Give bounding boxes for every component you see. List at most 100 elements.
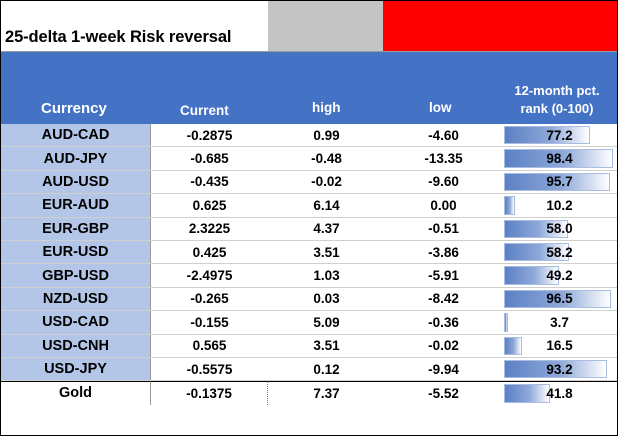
current-cell: -0.435 — [190, 174, 229, 190]
currency-cell: USD-CNH — [1, 334, 151, 357]
rank-bar — [504, 149, 614, 168]
title-red-block — [383, 1, 617, 51]
current-cell: -0.155 — [190, 314, 229, 330]
table-row: EUR-GBP 2.3225 4.37 -0.51 58.0 — [1, 217, 617, 241]
table-row: EUR-USD 0.425 3.51 -3.86 58.2 — [1, 240, 617, 265]
low-cell: -3.86 — [428, 244, 459, 260]
current-cell: -2.4975 — [186, 268, 233, 284]
low-cell: 0.00 — [430, 197, 457, 213]
rank-bar — [504, 196, 516, 215]
currency-cell: NZD-USD — [1, 287, 151, 311]
rank-cell: 98.4 — [502, 147, 617, 169]
table-row: NZD-USD -0.265 0.03 -8.42 96.5 — [1, 287, 617, 312]
table-row: USD-JPY -0.5575 0.12 -9.94 93.2 — [1, 357, 617, 382]
low-cell: -5.52 — [385, 381, 502, 404]
rank-cell: 96.5 — [502, 288, 617, 310]
header-rank: 12-month pct. rank (0-100) — [514, 83, 600, 116]
high-cell: 0.99 — [313, 127, 340, 143]
table-row: GBP-USD -2.4975 1.03 -5.91 49.2 — [1, 264, 617, 288]
currency-cell: EUR-AUD — [1, 194, 151, 217]
low-cell: -0.51 — [428, 221, 459, 237]
rank-bar — [504, 384, 551, 403]
currency-cell: USD-JPY — [1, 357, 151, 381]
rank-bar — [504, 289, 612, 309]
rank-bar — [504, 219, 569, 238]
rank-cell: 95.7 — [502, 171, 617, 193]
low-cell: -0.02 — [428, 338, 459, 354]
rank-cell: 77.2 — [502, 124, 617, 146]
low-cell: -13.35 — [424, 151, 463, 167]
table-row: AUD-CAD -0.2875 0.99 -4.60 77.2 — [1, 124, 617, 148]
currency-cell: AUD-JPY — [1, 147, 151, 170]
rank-cell: 93.2 — [502, 358, 617, 380]
rank-value: 58.2 — [546, 244, 573, 260]
high-cell: 4.37 — [313, 221, 340, 237]
high-cell: 7.37 — [268, 381, 385, 404]
rank-bar — [504, 359, 608, 379]
table-row: AUD-USD -0.435 -0.02 -9.60 95.7 — [1, 170, 617, 195]
rank-value: 95.7 — [546, 174, 573, 190]
header-currency: Currency — [41, 100, 107, 117]
high-cell: 1.03 — [313, 268, 340, 284]
currency-cell: EUR-USD — [1, 240, 151, 264]
rank-bar — [504, 313, 509, 332]
rank-cell: 16.5 — [502, 335, 617, 357]
page-title: 25-delta 1-week Risk reversal — [1, 1, 268, 51]
high-cell: 3.51 — [313, 244, 340, 260]
rank-bar — [504, 172, 611, 192]
title-row: 25-delta 1-week Risk reversal — [1, 1, 617, 51]
high-cell: -0.48 — [311, 151, 342, 167]
table-body: AUD-CAD -0.2875 0.99 -4.60 77.2 AUD-JPY -0.685… — [1, 124, 617, 405]
rank-value: 58.0 — [546, 221, 573, 237]
rank-cell: 58.2 — [502, 241, 617, 263]
rank-value: 96.5 — [546, 291, 573, 307]
rank-value: 10.2 — [546, 197, 573, 213]
current-cell: 2.3225 — [188, 221, 231, 237]
rank-value: 41.8 — [546, 385, 573, 401]
rank-value: 93.2 — [546, 361, 573, 377]
low-cell: -9.60 — [428, 174, 459, 190]
rank-value: 3.7 — [550, 314, 569, 330]
high-cell: -0.02 — [311, 174, 342, 190]
current-cell: -0.1375 — [151, 381, 268, 405]
high-cell: 3.51 — [313, 338, 340, 354]
rank-value: 49.2 — [546, 268, 573, 284]
header-low: low — [429, 100, 452, 115]
current-cell: -0.2875 — [186, 127, 233, 143]
current-cell: -0.5575 — [186, 361, 233, 377]
rank-value: 98.4 — [546, 151, 573, 167]
current-cell: 0.565 — [192, 338, 227, 354]
rank-cell: 3.7 — [502, 311, 617, 333]
header-current: Current — [180, 103, 229, 118]
rank-cell: 10.2 — [502, 194, 617, 216]
currency-cell: AUD-USD — [1, 170, 151, 194]
low-cell: -5.91 — [428, 268, 459, 284]
rank-bar — [504, 336, 523, 355]
table-row: AUD-JPY -0.685 -0.48 -13.35 98.4 — [1, 147, 617, 171]
currency-cell: EUR-GBP — [1, 217, 151, 240]
low-cell: -8.42 — [428, 291, 459, 307]
high-cell: 0.03 — [313, 291, 340, 307]
rank-value: 77.2 — [546, 127, 573, 143]
table-row: EUR-AUD 0.625 6.14 0.00 10.2 — [1, 194, 617, 218]
currency-cell: Gold — [1, 381, 151, 405]
rank-value: 16.5 — [546, 338, 573, 354]
rank-cell: 41.8 — [502, 381, 617, 404]
rank-cell: 49.2 — [502, 264, 617, 286]
table-row: USD-CNH 0.565 3.51 -0.02 16.5 — [1, 334, 617, 358]
high-cell: 6.14 — [313, 197, 340, 213]
current-cell: -0.265 — [190, 291, 229, 307]
low-cell: -9.94 — [428, 361, 459, 377]
currency-cell: USD-CAD — [1, 311, 151, 334]
high-cell: 5.09 — [313, 314, 340, 330]
currency-cell: AUD-CAD — [1, 124, 151, 147]
table-row: Gold -0.1375 7.37 -5.52 41.8 — [1, 381, 617, 405]
low-cell: -4.60 — [428, 127, 459, 143]
rank-bar — [504, 126, 590, 145]
current-cell: 0.425 — [192, 244, 227, 260]
title-grey-block — [268, 1, 383, 51]
currency-cell: GBP-USD — [1, 264, 151, 287]
low-cell: -0.36 — [428, 314, 459, 330]
rank-bar — [504, 242, 569, 262]
